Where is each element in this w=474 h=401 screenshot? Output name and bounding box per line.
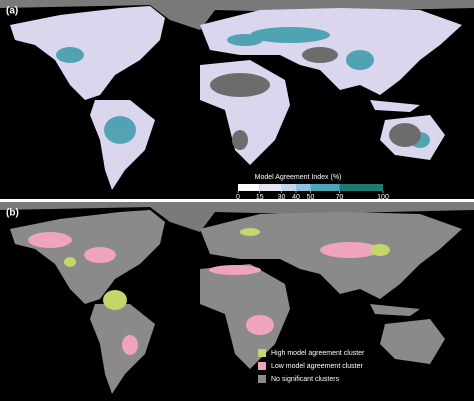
colorbar-tick-label: 30 xyxy=(278,194,286,201)
legend: High model agreement cluster Low model ag… xyxy=(258,349,365,383)
colorbar-tick-label: 15 xyxy=(256,194,264,201)
colorbar-segment xyxy=(339,184,383,191)
colorbar-tick-label: 0 xyxy=(236,194,240,201)
colorbar-tick-label: 100 xyxy=(377,194,389,201)
colorbar-segment xyxy=(296,184,311,191)
low-agreement-areas xyxy=(28,232,380,355)
colorbar-segment xyxy=(310,184,340,191)
colorbar: 0 15 30 40 50 70 100 xyxy=(236,184,389,201)
panel-label: (a) xyxy=(6,6,18,17)
colorbar-tick-label: 70 xyxy=(336,194,344,201)
panel-b: (b) High model agreement cluster Low mode… xyxy=(0,202,474,401)
colorbar-segment xyxy=(259,184,282,191)
legend-label: High model agreement cluster xyxy=(271,350,365,357)
colorbar-tick-label: 50 xyxy=(307,194,315,201)
legend-swatch xyxy=(258,362,266,370)
legend-label: No significant clusters xyxy=(271,376,340,383)
panel-label: (b) xyxy=(6,208,19,219)
colorbar-tick-label: 40 xyxy=(292,194,300,201)
high-agreement-areas xyxy=(64,228,390,310)
masked-areas xyxy=(210,47,421,150)
legend-swatch xyxy=(258,349,266,357)
legend-label: Low model agreement cluster xyxy=(271,363,363,370)
arctic xyxy=(0,0,474,30)
colorbar-title: Model Agreement Index (%) xyxy=(255,174,342,181)
arctic xyxy=(0,202,474,232)
legend-swatch xyxy=(258,375,266,383)
colorbar-segment xyxy=(281,184,296,191)
panel-a: (a) Model Agreement Index (%) 0 15 30 40 50 7… xyxy=(0,0,474,201)
colorbar-segment xyxy=(238,184,260,191)
